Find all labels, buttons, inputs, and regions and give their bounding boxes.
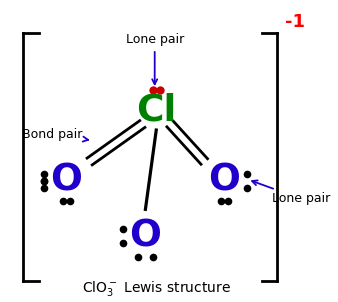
- Text: O: O: [50, 163, 82, 199]
- Text: -1: -1: [285, 13, 305, 31]
- Text: ClO$_3^-$ Lewis structure: ClO$_3^-$ Lewis structure: [82, 279, 231, 297]
- Text: Lone pair: Lone pair: [252, 180, 331, 205]
- Text: Cl: Cl: [136, 93, 176, 129]
- Text: O: O: [209, 163, 240, 199]
- Text: Bond pair: Bond pair: [22, 128, 88, 142]
- Text: Lone pair: Lone pair: [126, 33, 184, 84]
- Text: O: O: [129, 218, 161, 254]
